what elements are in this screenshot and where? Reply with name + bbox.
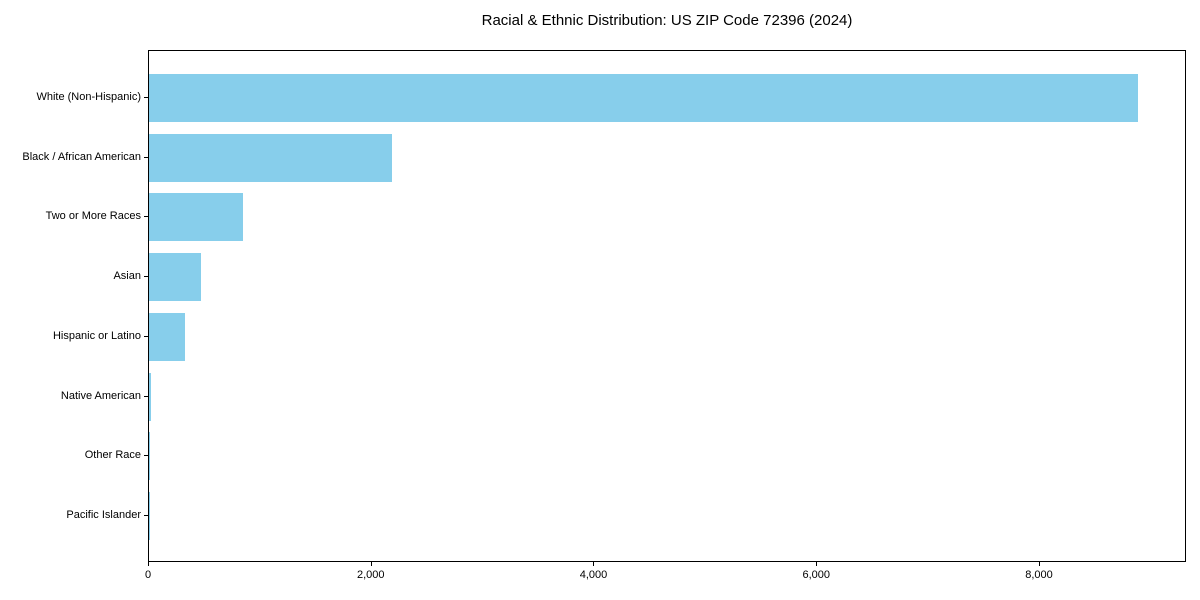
x-tick-mark — [593, 562, 595, 566]
bar-hispanic-or-latino — [149, 312, 185, 361]
bar-two-or-more-races — [149, 193, 243, 242]
y-tick-mark — [144, 395, 148, 397]
bar-white-non-hispanic — [149, 74, 1138, 123]
x-tick-mark — [1038, 562, 1040, 566]
y-tick-mark — [144, 156, 148, 158]
y-tick-label: Asian — [113, 270, 141, 283]
y-tick-mark — [144, 216, 148, 218]
y-tick-label: Pacific Islander — [66, 508, 141, 521]
y-tick-label: Two or More Races — [45, 210, 141, 223]
y-tick-label: Black / African American — [22, 150, 141, 163]
x-tick-label: 2,000 — [356, 569, 385, 581]
x-tick-label: 6,000 — [802, 569, 830, 581]
y-tick-label: White (Non-Hispanic) — [36, 91, 141, 104]
bar-black-african-american — [149, 133, 393, 182]
y-tick-mark — [144, 276, 148, 278]
x-tick-mark — [370, 562, 372, 566]
bar-pacific-islander — [149, 491, 150, 540]
chart-title: Racial & Ethnic Distribution: US ZIP Cod… — [481, 12, 853, 29]
x-tick-mark — [148, 562, 149, 566]
x-tick-mark — [816, 562, 818, 566]
bar-native-american — [149, 372, 151, 421]
y-tick-mark — [144, 335, 148, 337]
y-tick-mark — [144, 97, 148, 99]
bar-other-race — [149, 432, 150, 481]
y-tick-mark — [144, 455, 148, 457]
y-tick-label: Hispanic or Latino — [52, 329, 141, 342]
y-tick-mark — [144, 514, 148, 516]
x-tick-label: 8,000 — [1025, 569, 1053, 581]
plot-area — [148, 50, 1186, 562]
y-tick-label: Native American — [60, 389, 141, 402]
y-tick-label: Other Race — [84, 449, 141, 462]
bar-asian — [149, 253, 202, 302]
x-tick-label: 4,000 — [579, 569, 608, 581]
x-tick-label: 0 — [144, 569, 152, 581]
